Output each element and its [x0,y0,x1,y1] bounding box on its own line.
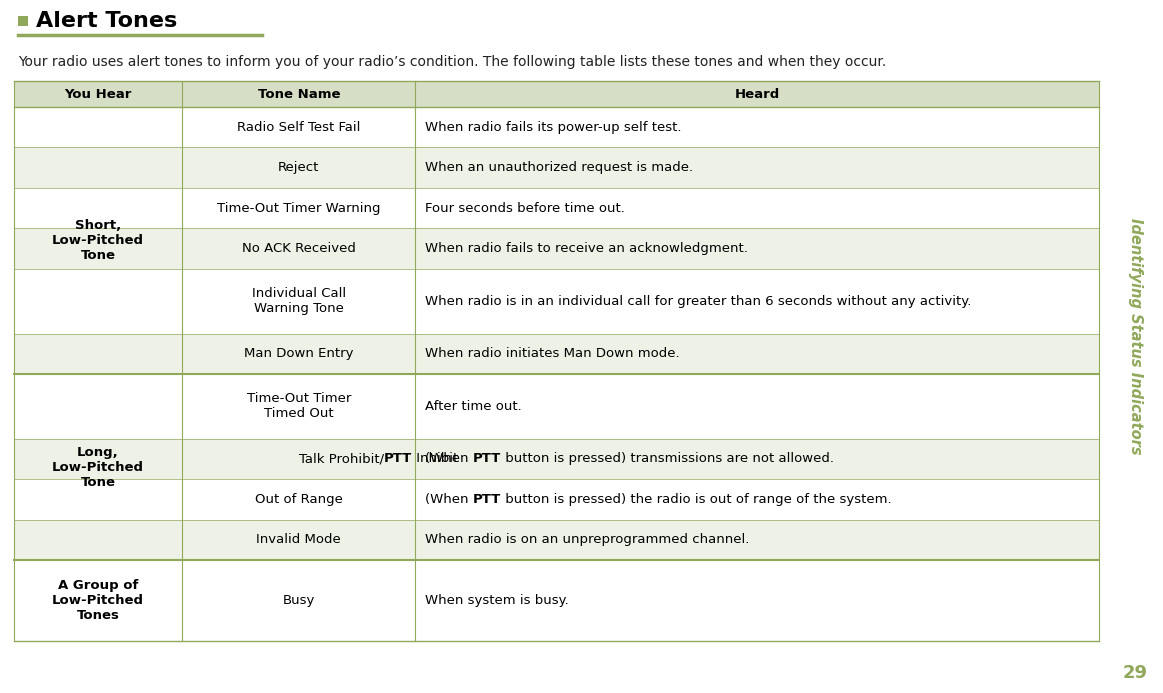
Text: Identifying Status Indicators: Identifying Status Indicators [1128,218,1143,455]
Bar [14,269,1099,333]
Text: Long,
Low-Pitched
Tone: Long, Low-Pitched Tone [52,446,144,489]
Bar [14,81,1099,107]
Text: When system is busy.: When system is busy. [426,594,569,607]
Text: Out of Range: Out of Range [255,493,343,506]
Text: Radio Self Test Fail: Radio Self Test Fail [237,121,361,134]
Text: Time-Out Timer
Timed Out: Time-Out Timer Timed Out [247,392,351,421]
Text: When radio is on an unpreprogrammed channel.: When radio is on an unpreprogrammed chan… [426,534,750,546]
Bar [14,148,1099,188]
Text: Time-Out Timer Warning: Time-Out Timer Warning [217,202,380,215]
Bar [14,560,1099,641]
Text: When radio is in an individual call for greater than 6 seconds without any activ: When radio is in an individual call for … [426,295,972,308]
Text: Reject: Reject [278,161,320,174]
Text: When radio initiates Man Down mode.: When radio initiates Man Down mode. [426,347,680,360]
Text: PTT: PTT [473,453,501,466]
Text: You Hear: You Hear [64,87,131,100]
Text: When an unauthorized request is made.: When an unauthorized request is made. [426,161,693,174]
Bar [14,479,1099,520]
Text: Alert Tones: Alert Tones [36,11,177,31]
Text: (When: (When [426,453,473,466]
Bar [14,520,1099,560]
Bar [14,374,1099,439]
Text: button is pressed) the radio is out of range of the system.: button is pressed) the radio is out of r… [501,493,892,506]
Text: Tone Name: Tone Name [257,87,340,100]
Bar [14,188,1099,229]
Text: Man Down Entry: Man Down Entry [244,347,354,360]
Text: Busy: Busy [283,594,315,607]
Text: No ACK Received: No ACK Received [242,242,356,255]
Bar [14,107,1099,148]
Bar [14,229,1099,269]
Bar [14,333,1099,374]
Text: Individual Call
Warning Tone: Individual Call Warning Tone [251,287,345,315]
Text: Invalid Mode: Invalid Mode [256,534,341,546]
Bar [14,439,1099,479]
Text: Heard: Heard [735,87,780,100]
Text: Your radio uses alert tones to inform you of your radio’s condition. The followi: Your radio uses alert tones to inform yo… [17,55,886,69]
Text: 29: 29 [1122,664,1148,682]
Text: button is pressed) transmissions are not allowed.: button is pressed) transmissions are not… [501,453,834,466]
Text: PTT: PTT [384,453,412,466]
Text: A Group of
Low-Pitched
Tones: A Group of Low-Pitched Tones [52,579,144,622]
Text: Short,
Low-Pitched
Tone: Short, Low-Pitched Tone [52,219,144,262]
Text: Talk Prohibit/: Talk Prohibit/ [299,453,384,466]
Text: (When: (When [426,493,473,506]
Bar [17,16,28,26]
Text: When radio fails to receive an acknowledgment.: When radio fails to receive an acknowled… [426,242,748,255]
Text: PTT: PTT [473,493,501,506]
Text: When radio fails its power-up self test.: When radio fails its power-up self test. [426,121,682,134]
Text: Inhibit: Inhibit [412,453,458,466]
Text: Four seconds before time out.: Four seconds before time out. [426,202,626,215]
Text: After time out.: After time out. [426,400,522,413]
